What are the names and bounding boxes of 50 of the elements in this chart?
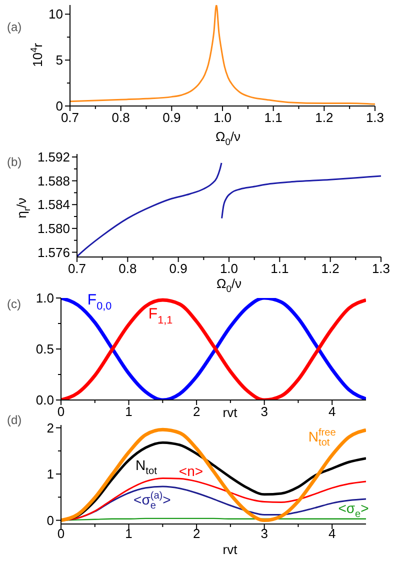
series-label: <n>: [178, 462, 204, 479]
series-label: F$_{1,1}$: [148, 305, 173, 326]
text: (a): [7, 20, 22, 34]
y-tick-label: 0.0: [36, 392, 54, 408]
y-tick-label: 1.588: [37, 173, 70, 188]
y-tick-label: 10: [48, 6, 63, 22]
x-tick-label: 1: [125, 404, 132, 419]
x-tick-label: 1.0: [213, 110, 232, 125]
series-label: <σ$_{e}$>: [338, 500, 369, 520]
x-axis-title: rvt: [222, 405, 238, 420]
x-tick-label: 1.1: [264, 110, 282, 125]
y-tick-label: 0: [46, 512, 54, 528]
x-tick-label: 2: [192, 526, 200, 541]
chart-title: (c): [7, 297, 21, 311]
x-tick-label: 1.3: [372, 261, 390, 276]
x-tick-label: 4: [328, 404, 336, 419]
chart-title: (d): [7, 413, 22, 427]
y-tick-label: 0.5: [36, 342, 54, 357]
x-tick-label: 3: [260, 526, 268, 541]
series-label: N$_{tot}$: [136, 456, 158, 478]
y-tick-label: 2: [46, 420, 54, 436]
x-tick-label: 0.8: [112, 110, 130, 125]
y-tick-label: 1.584: [37, 197, 70, 212]
x-tick-label: 1.1: [270, 261, 289, 276]
y-tick-label: 1.580: [37, 220, 70, 236]
x-tick-label: 0.9: [169, 261, 188, 276]
x-tick-label: 2: [192, 404, 200, 419]
x-tick-label: 0.7: [60, 110, 80, 125]
x-axis-title: Ω$_{0}$/ν: [215, 129, 241, 147]
x-tick-label: 3: [260, 404, 268, 419]
x-tick-label: 4: [328, 526, 336, 541]
x-axis-title: Ω$_{0}$/ν: [216, 276, 242, 294]
series-label: <σ$_{e}$$^{(a)}$>: [134, 490, 171, 512]
y-tick-label: 1: [46, 466, 54, 482]
series-label: F$_{0,0}$: [87, 292, 112, 312]
x-tick-label: 0.9: [162, 110, 181, 125]
y-tick-label: 1.0: [36, 290, 54, 306]
x-tick-label: 1.2: [315, 110, 334, 125]
x-tick-label: 0.7: [68, 261, 86, 276]
x-tick-label: 0.8: [118, 261, 137, 276]
y-tick-label: 5: [56, 52, 63, 68]
x-axis-title: rvt: [222, 542, 238, 557]
x-tick-label: 1.3: [366, 110, 384, 125]
x-tick-label: 1.0: [220, 261, 238, 276]
chart-title: (b): [7, 155, 22, 169]
y-tick-label: 1.576: [37, 244, 70, 260]
x-tick-label: 1.2: [321, 261, 340, 276]
y-tick-label: 1.592: [37, 150, 70, 165]
y-tick-label: 0: [56, 98, 63, 114]
x-tick-label: 1: [125, 526, 132, 541]
